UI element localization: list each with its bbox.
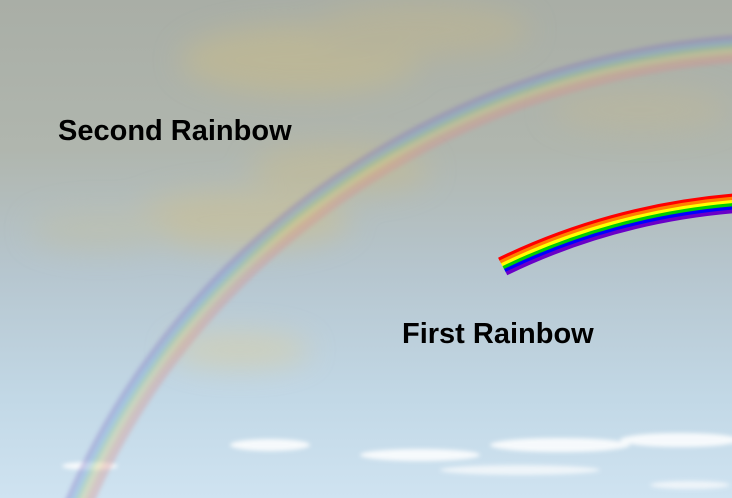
first-rainbow-arc [498, 193, 732, 276]
cloud [230, 439, 310, 451]
cloud [440, 465, 600, 475]
rainbow-band [70, 39, 732, 498]
cloud [170, 332, 310, 368]
rainbow-band [505, 209, 732, 276]
cloud [310, 2, 530, 58]
second-rainbow-label: Second Rainbow [58, 115, 292, 147]
rainbow-band [504, 206, 732, 273]
rainbow-band [80, 48, 732, 498]
rainbow-band [85, 53, 732, 498]
rainbow-band [499, 196, 732, 264]
rainbow-band [501, 200, 732, 267]
rainbow-band [90, 57, 732, 498]
rainbow-band [502, 203, 732, 270]
cloud [620, 433, 732, 447]
rainbow-band [75, 44, 732, 498]
cloud [490, 438, 630, 452]
rainbow-band [498, 193, 732, 262]
wispy-clouds [62, 433, 732, 489]
cloud [550, 88, 730, 132]
rainbow-band [66, 35, 732, 498]
first-rainbow-label: First Rainbow [402, 318, 594, 350]
cloud [650, 481, 730, 489]
cloud [30, 210, 170, 250]
second-rainbow-arc [66, 35, 732, 498]
cloud [360, 449, 480, 461]
